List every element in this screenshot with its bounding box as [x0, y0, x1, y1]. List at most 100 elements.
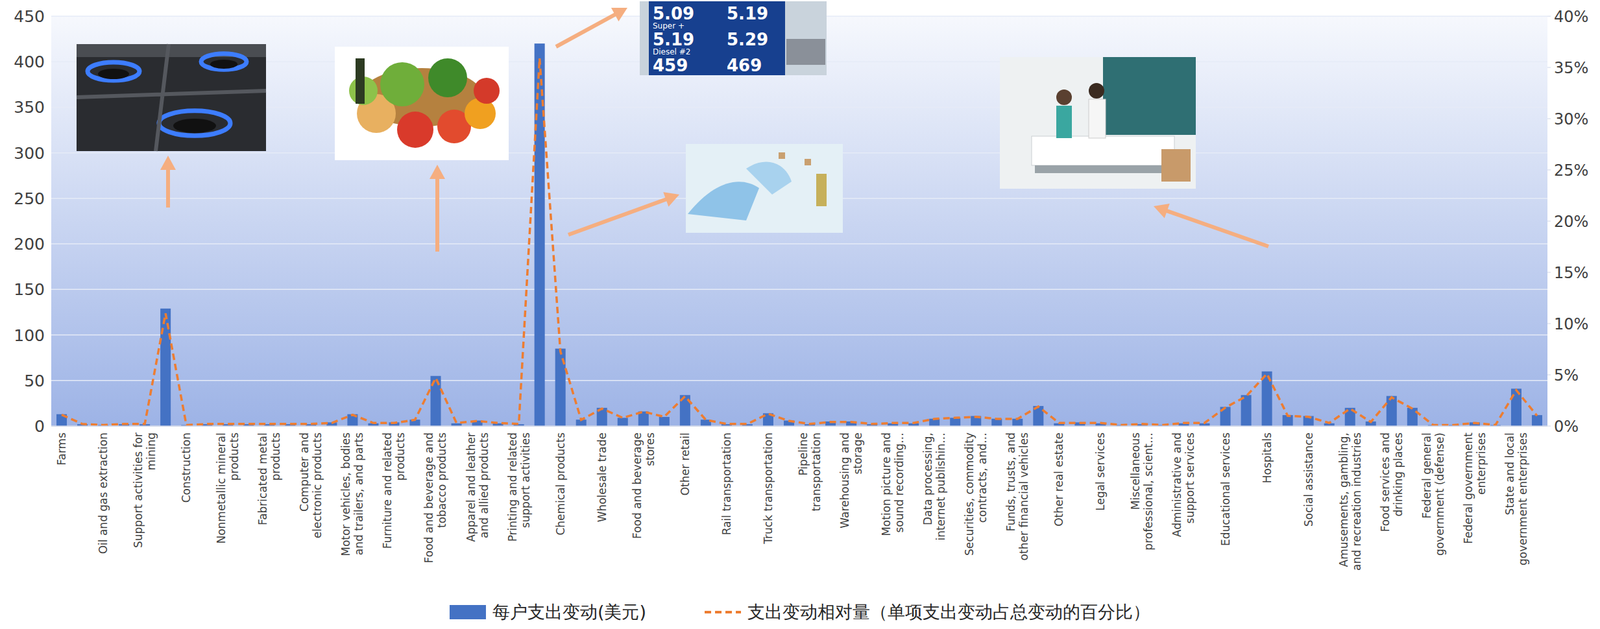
- x-tick-label-line: State and local: [1503, 432, 1517, 516]
- x-tick-label-line: mining: [144, 432, 158, 471]
- x-tick-label-line: Apparel and leather: [464, 432, 478, 543]
- y2-tick-label: 5%: [1553, 366, 1579, 385]
- x-tick-label-line: internet publishin…: [934, 432, 948, 542]
- y-tick-label: 300: [13, 144, 45, 163]
- x-axis: [51, 425, 1548, 427]
- x-tick-label-line: contracts, and…: [975, 432, 989, 523]
- photo-lab: [685, 144, 843, 233]
- y-tick-label: 400: [13, 52, 45, 72]
- x-tick-label: Warehousing andstorage: [838, 432, 865, 529]
- y2-tick-label: 30%: [1553, 110, 1589, 129]
- x-tick-label: Other retail: [678, 432, 692, 496]
- y-tick-label: 100: [13, 326, 45, 346]
- plot-background: [51, 16, 1548, 427]
- x-tick-label-line: electronic products: [310, 432, 324, 539]
- x-tick-label-line: Support activities for: [131, 432, 145, 549]
- x-tick-label-line: other financial vehicles: [1017, 432, 1031, 562]
- x-tick-label-line: storage: [851, 432, 865, 475]
- grid-line: [51, 107, 1548, 109]
- y2-tick-label: 40%: [1553, 7, 1589, 26]
- x-tick-label-line: Amusements, gambling,: [1337, 432, 1351, 568]
- x-tick-label: Rail transportation: [720, 432, 734, 536]
- x-tick-label-line: Furniture and related: [380, 432, 394, 549]
- x-tick-label: Pipelinetransportation: [796, 432, 823, 512]
- grid-line: [51, 425, 1548, 427]
- x-tick-label: Funds, trusts, andother financial vehicl…: [1004, 432, 1031, 562]
- y2-tick: [1547, 426, 1551, 427]
- arrow: [1163, 209, 1269, 247]
- arrow: [435, 174, 440, 252]
- x-tick-label: Furniture and relatedproducts: [380, 432, 407, 549]
- x-tick-label: Printing and relatedsupport activities: [506, 432, 533, 542]
- chart: 0501001502002503003504004500%5%10%15%20%…: [0, 0, 1600, 629]
- x-tick-label-line: Federal government: [1461, 432, 1475, 545]
- y-tick-label: 50: [24, 371, 45, 391]
- x-tick-label: Social assistance: [1302, 432, 1316, 527]
- x-tick-label: Legal services: [1093, 432, 1107, 512]
- x-tick-label: Administrative andsupport services: [1170, 432, 1197, 538]
- arrow: [568, 197, 671, 235]
- bar: [1241, 395, 1252, 427]
- photo-text: 5.29: [726, 29, 769, 50]
- x-tick-label-line: Oil and gas extraction: [96, 432, 110, 555]
- x-tick-label: Federal governmententerprises: [1461, 432, 1488, 545]
- x-tick-label-line: sound recording…: [892, 432, 906, 534]
- y2-tick-label: 10%: [1553, 315, 1589, 334]
- bar: [1531, 415, 1543, 427]
- photo-text: Super +: [652, 21, 685, 31]
- x-tick-label-line: Printing and related: [506, 432, 520, 542]
- x-tick-label-line: Wholesale trade: [595, 432, 609, 523]
- legend-item: 每户支出变动(美元): [449, 602, 647, 623]
- y-tick-label: 450: [13, 7, 45, 26]
- x-tick-label: Data processing,internet publishin…: [921, 432, 948, 542]
- photo-text: Diesel #2: [652, 47, 691, 57]
- x-tick-label-line: Hospitals: [1260, 432, 1274, 484]
- y2-tick-label: 20%: [1553, 212, 1589, 231]
- arrow-head: [663, 192, 680, 207]
- photo-text: 5.19: [726, 3, 769, 24]
- x-tick-label-line: Food services and: [1378, 432, 1392, 533]
- x-tick-label: Motion picture andsound recording…: [879, 432, 906, 537]
- x-tick-label-line: Funds, trusts, and: [1004, 432, 1018, 532]
- x-tick-label: Amusements, gambling,and recreation indu…: [1337, 432, 1364, 571]
- photo-vegetables: [334, 46, 509, 161]
- x-tick-label-line: Educational services: [1219, 432, 1233, 547]
- x-tick-label: Food and beverage andtobacco products: [422, 432, 449, 564]
- arrow-head: [160, 155, 176, 170]
- x-tick-label: Hospitals: [1260, 432, 1274, 484]
- x-tick-label-line: transportation: [809, 432, 823, 512]
- line: [61, 58, 1538, 426]
- y2-tick: [1547, 323, 1551, 325]
- x-tick-label: Miscellaneousprofessional, scient…: [1128, 432, 1155, 551]
- arrow-head: [611, 7, 628, 22]
- x-tick-label: Computer andelectronic products: [297, 432, 324, 539]
- bar: [949, 417, 961, 427]
- x-tick-label: Chemical products: [554, 432, 568, 536]
- x-tick-label: Securities, commoditycontracts, and…: [962, 432, 989, 557]
- x-tick-label-line: Rail transportation: [720, 432, 734, 536]
- x-tick-label-line: and trailers, and parts: [352, 432, 366, 556]
- bar: [617, 417, 629, 427]
- bar: [160, 308, 171, 427]
- x-tick-label-line: Nonmetallic mineral: [214, 432, 228, 545]
- legend-item: 支出变动相对量（单项支出变动占总变动的百分比）: [704, 602, 1151, 623]
- legend-label: 每户支出变动(美元): [492, 602, 647, 623]
- x-tick-label: Fabricated metalproducts: [256, 432, 283, 526]
- x-tick-label-line: products: [393, 432, 407, 481]
- x-tick-label: Other real estate: [1052, 432, 1066, 527]
- x-tick-label-line: Federal general: [1420, 432, 1434, 520]
- grid-line: [51, 380, 1548, 382]
- x-tick-label-line: Fabricated metal: [256, 432, 270, 526]
- x-tick-label-line: Food and beverage and: [422, 432, 436, 564]
- y2-tick-label: 35%: [1553, 59, 1589, 78]
- x-tick-label: Support activities formining: [131, 432, 158, 549]
- photo-hospital: [999, 57, 1196, 189]
- x-tick-label-line: Food and beverage: [630, 432, 644, 540]
- x-tick-label-line: Data processing,: [921, 432, 935, 526]
- y-tick-label: 150: [13, 280, 45, 300]
- x-tick-label: Food services anddrinking places: [1378, 432, 1405, 533]
- bar: [1407, 408, 1418, 427]
- x-tick-label: Truck transportation: [761, 432, 775, 546]
- legend-swatch: [704, 611, 741, 614]
- x-tick-label-line: government (defense): [1433, 432, 1447, 557]
